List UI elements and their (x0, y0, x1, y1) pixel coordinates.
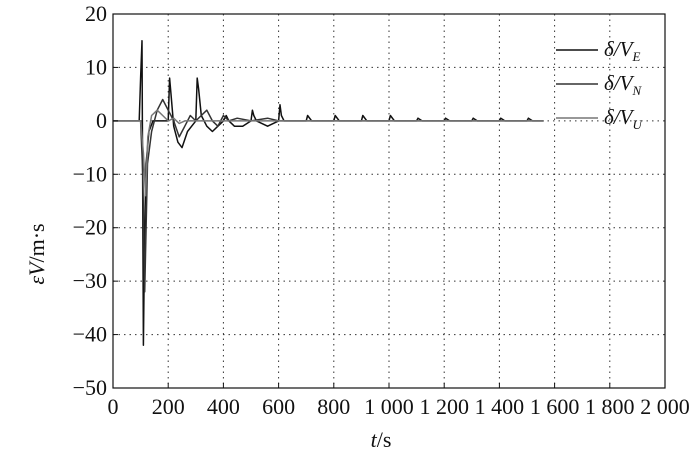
y-tick-label: −20 (73, 215, 107, 240)
series-line-1 (113, 39, 544, 347)
x-tick-label: 1 600 (530, 394, 580, 419)
y-axis-var: εV (24, 260, 49, 285)
x-tick-label: 1 000 (364, 394, 414, 419)
legend: δ/VE δ/VN δ/VU (556, 37, 643, 132)
grid-layer (113, 14, 665, 388)
series-layer (113, 39, 544, 347)
series-line-2 (113, 98, 544, 293)
x-tick-label: 600 (262, 394, 295, 419)
y-tick-label: 10 (85, 54, 107, 79)
y-tick-label: −10 (73, 161, 107, 186)
x-tick-label: 2 000 (640, 394, 690, 419)
legend-label-3: δ/VU (604, 105, 643, 132)
x-tick-label: 200 (152, 394, 185, 419)
x-tick-label: 400 (207, 394, 240, 419)
x-axis-unit: /s (377, 427, 392, 452)
legend-label-2: δ/VN (604, 71, 642, 98)
legend-label-1: δ/VE (604, 37, 640, 64)
x-tick-label: 1 800 (585, 394, 635, 419)
y-tick-label: −50 (73, 375, 107, 400)
y-tick-label: −30 (73, 268, 107, 293)
y-axis-title: εV/m·s (24, 223, 49, 284)
x-tick-label: 800 (317, 394, 350, 419)
ticks-layer: 0 200 400 600 800 1 000 1 200 1 400 1 600 1 800 2 … (73, 1, 690, 419)
y-tick-label: 20 (85, 1, 107, 26)
y-tick-label: −40 (73, 322, 107, 347)
x-tick-label: 1 200 (419, 394, 469, 419)
y-axis-unit: /m·s (24, 223, 49, 262)
y-tick-label: 0 (96, 108, 107, 133)
series-line-3 (113, 109, 544, 197)
x-axis-title: t/s (371, 427, 392, 452)
x-tick-label: 0 (108, 394, 119, 419)
x-axis-var: t (371, 427, 378, 452)
x-tick-label: 1 400 (475, 394, 525, 419)
